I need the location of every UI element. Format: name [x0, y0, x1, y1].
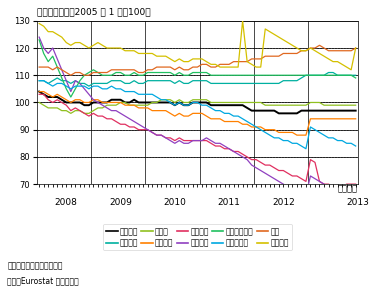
Legend: ユーロ圈, フランス, ドイツ, イタリア, スペイン, ギリシャ, アイルランド, ポルトガル, 英国, キプロス: ユーロ圈, フランス, ドイツ, イタリア, スペイン, ギリシャ, アイルラン…: [103, 224, 292, 250]
Text: 2010: 2010: [163, 198, 186, 207]
Text: 2009: 2009: [109, 198, 132, 207]
Text: 備考：自動車販売を除く。: 備考：自動車販売を除く。: [7, 261, 63, 270]
Text: 2012: 2012: [272, 198, 295, 207]
Text: （季調済指数、2005 年 1 月＝100）: （季調済指数、2005 年 1 月＝100）: [37, 7, 151, 16]
Text: （年月）: （年月）: [338, 184, 358, 193]
Text: 2013: 2013: [346, 198, 369, 207]
Text: 資料：Eurostat から作成。: 資料：Eurostat から作成。: [7, 276, 79, 285]
Text: 2011: 2011: [218, 198, 241, 207]
Text: 2008: 2008: [55, 198, 78, 207]
